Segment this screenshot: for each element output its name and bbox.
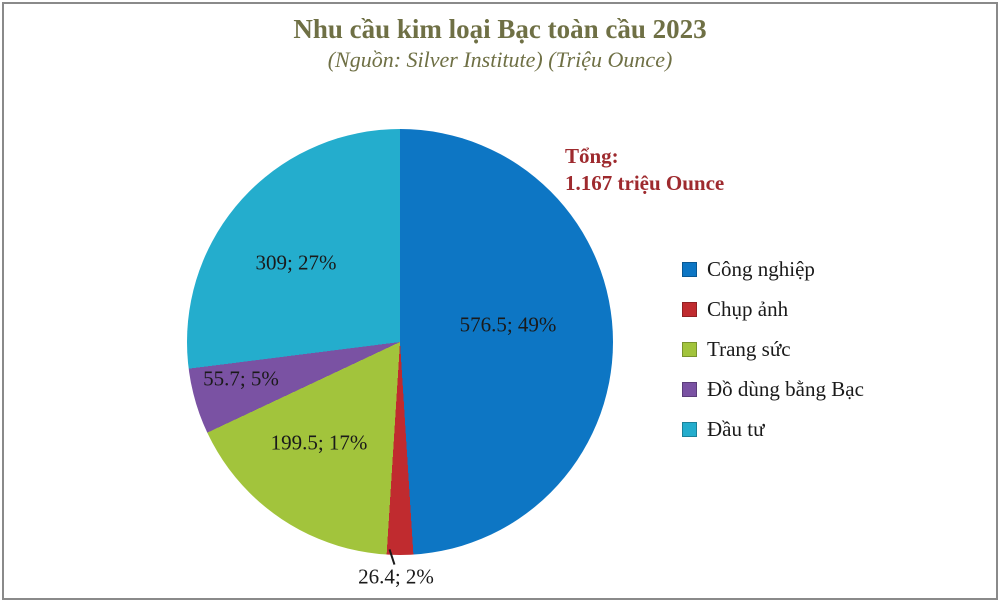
legend-item-chup-anh: Chụp ảnh (682, 289, 864, 329)
pie-data-label-chup-anh: 26.4; 2% (358, 564, 434, 589)
legend-swatch-icon (682, 301, 697, 317)
chart-legend: Công nghiệp Chụp ảnh Trang sức Đồ dùng b… (682, 249, 864, 449)
legend-swatch-icon (682, 341, 697, 357)
legend-item-trang-suc: Trang sức (682, 329, 864, 369)
pie-data-label-trang-suc: 199.5; 17% (270, 430, 368, 455)
total-value: 1.167 triệu Ounce (565, 171, 725, 195)
legend-label: Đầu tư (707, 416, 765, 441)
legend-item-do-dung-bang-bac: Đồ dùng bằng Bạc (682, 369, 864, 409)
legend-swatch-icon (682, 421, 697, 437)
legend-item-dau-tu: Đầu tư (682, 409, 864, 449)
pie-chart (187, 129, 613, 555)
legend-label: Chụp ảnh (707, 296, 789, 321)
legend-swatch-icon (682, 261, 697, 277)
legend-item-cong-nghiep: Công nghiệp (682, 249, 864, 289)
legend-label: Công nghiệp (707, 256, 815, 281)
chart-header: Nhu cầu kim loại Bạc toàn cầu 2023 (Nguồ… (0, 13, 1000, 73)
pie-data-label-dau-tu: 309; 27% (255, 250, 337, 275)
legend-label: Trang sức (707, 336, 791, 361)
pie-data-label-cong-nghiep: 576.5; 49% (459, 312, 557, 337)
chart-title: Nhu cầu kim loại Bạc toàn cầu 2023 (293, 14, 707, 44)
legend-label: Đồ dùng bằng Bạc (707, 376, 864, 401)
chart-subtitle: (Nguồn: Silver Institute) (Triệu Ounce) (327, 47, 673, 72)
total-label: Tổng: (565, 144, 619, 168)
total-annotation: Tổng: 1.167 triệu Ounce (565, 143, 724, 197)
legend-swatch-icon (682, 381, 697, 397)
pie-data-label-do-dung-bang-bac: 55.7; 5% (203, 366, 279, 391)
